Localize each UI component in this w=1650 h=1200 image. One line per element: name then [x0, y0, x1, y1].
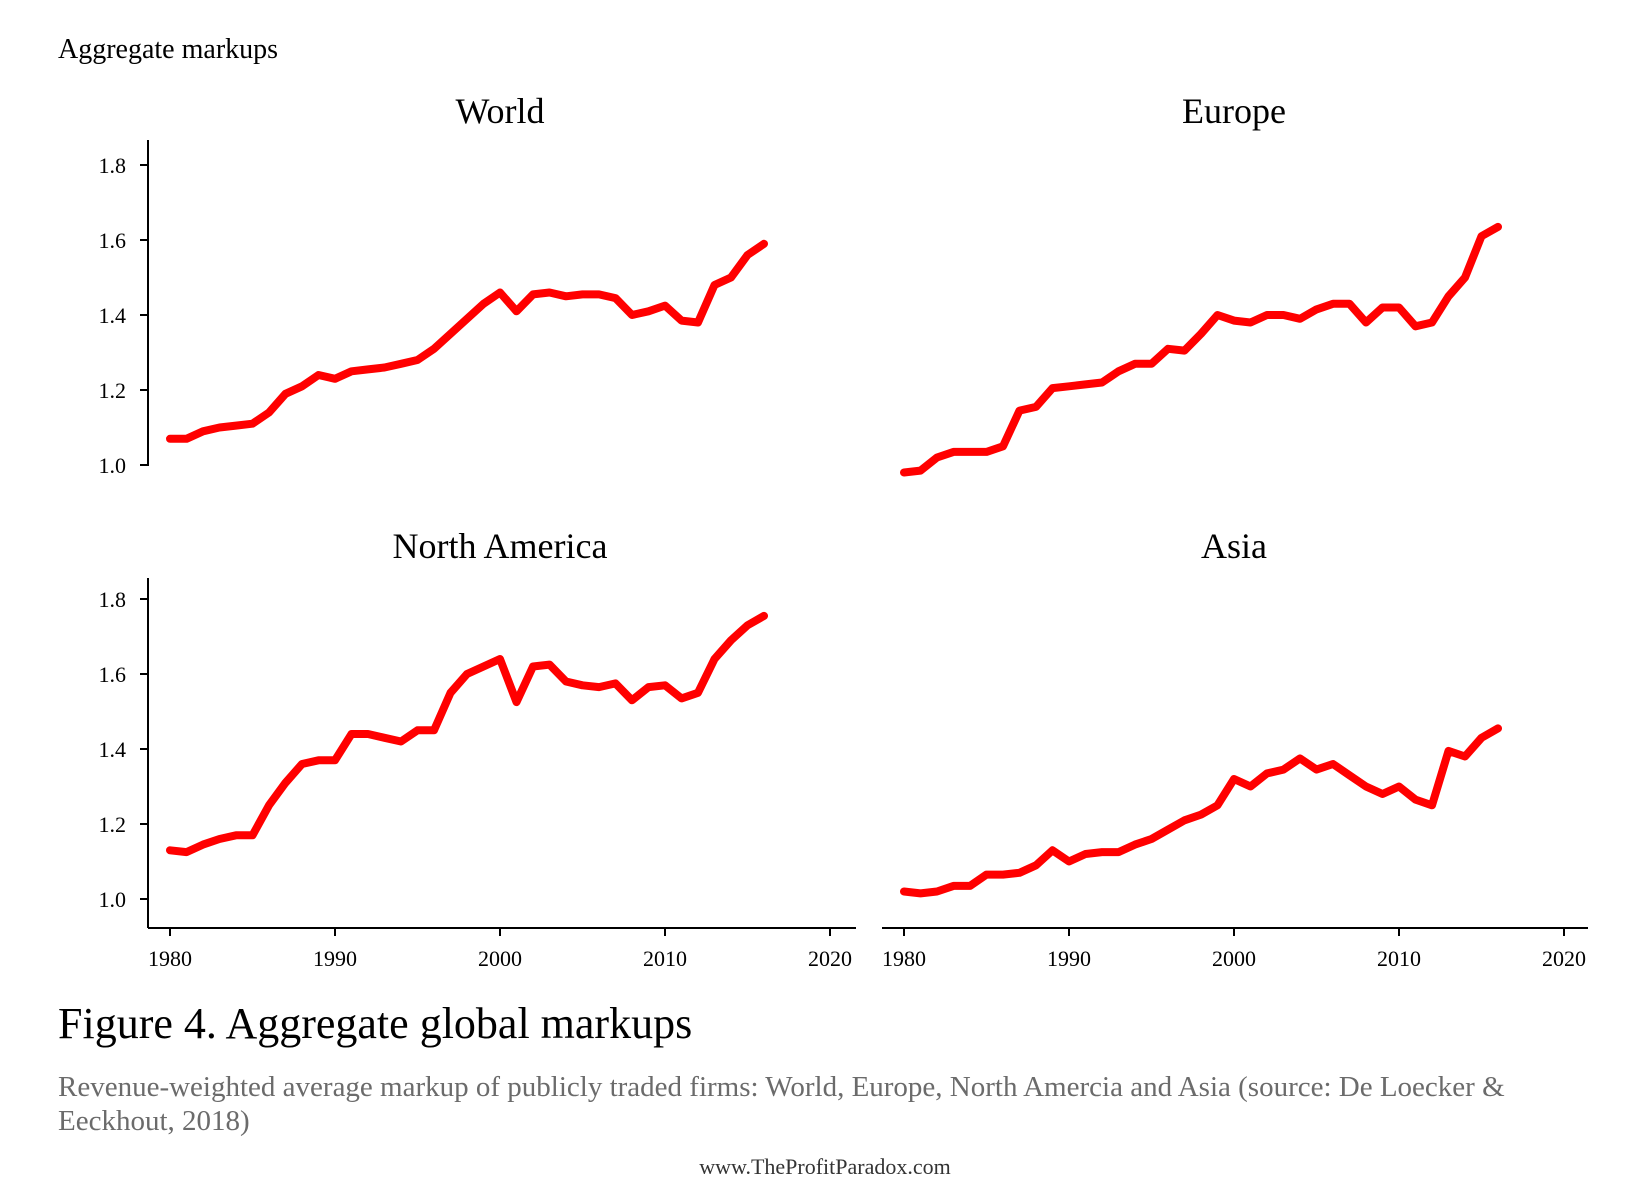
panel-world: World 1.0 1.2 1.4 1.6 1.8: [99, 91, 768, 478]
series-line: [900, 724, 1502, 898]
x-tick-label: 2000: [1212, 946, 1256, 971]
panel-title: Europe: [1182, 91, 1286, 131]
panel-europe: Europe: [900, 91, 1502, 477]
y-tick-label: 1.4: [99, 303, 127, 328]
series-line: [900, 222, 1502, 477]
panel-title: World: [455, 91, 544, 131]
y-tick-label: 1.6: [99, 662, 127, 687]
x-tick-label: 2010: [643, 946, 687, 971]
series-line: [166, 611, 768, 857]
figure-caption: Figure 4. Aggregate global markups: [58, 999, 693, 1048]
series-line: [166, 239, 768, 443]
x-tick-label: 1980: [148, 946, 192, 971]
x-tick-label: 1980: [882, 946, 926, 971]
y-tick-label: 1.8: [99, 587, 127, 612]
y-tick-label: 1.2: [99, 378, 127, 403]
x-tick-label: 2010: [1377, 946, 1421, 971]
panel-title: Asia: [1201, 526, 1267, 566]
panel-north-america: North America 1.0 1.2 1.4 1.6 1.8 1980 1990 2000…: [99, 526, 856, 971]
y-tick-label: 1.0: [99, 887, 127, 912]
x-tick-label: 2020: [1542, 946, 1586, 971]
panel-title: North America: [393, 526, 608, 566]
y-tick-label: 1.6: [99, 228, 127, 253]
x-tick-label: 1990: [313, 946, 357, 971]
x-tick-label: 2020: [808, 946, 852, 971]
y-tick-label: 1.0: [99, 453, 127, 478]
website-credit[interactable]: www.TheProfitParadox.com: [699, 1154, 951, 1179]
y-axis-title: Aggregate markups: [58, 34, 278, 65]
x-tick-label: 1990: [1047, 946, 1091, 971]
figure-description: Revenue-weighted average markup of publi…: [58, 1071, 1505, 1137]
y-tick-label: 1.2: [99, 812, 127, 837]
panel-asia: Asia 1980 1990 2000 2010 2020: [882, 526, 1588, 971]
y-tick-label: 1.8: [99, 153, 127, 178]
x-tick-label: 2000: [478, 946, 522, 971]
y-tick-label: 1.4: [99, 737, 127, 762]
